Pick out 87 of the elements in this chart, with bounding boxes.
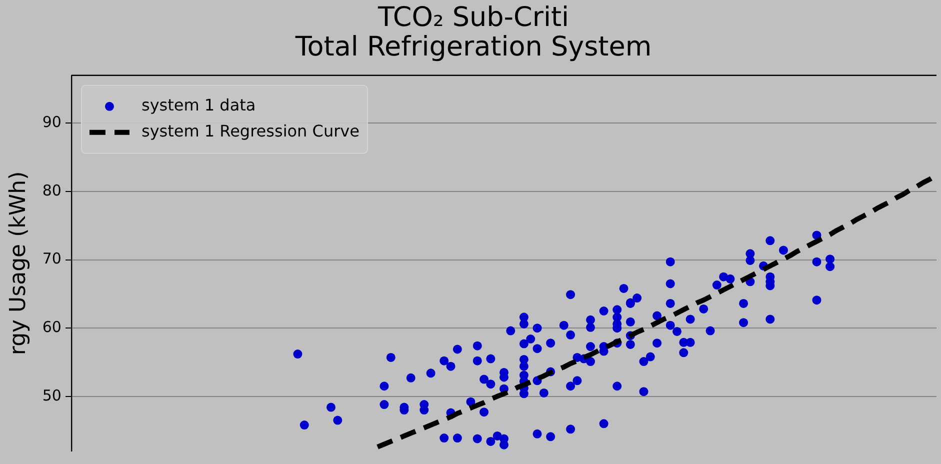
point xyxy=(626,317,635,326)
point xyxy=(599,306,608,316)
point xyxy=(599,419,608,428)
point xyxy=(406,373,416,382)
point xyxy=(326,402,336,412)
point xyxy=(452,434,462,443)
y-tick-label: 50 xyxy=(42,386,62,404)
point xyxy=(646,352,655,362)
point xyxy=(706,326,715,336)
point xyxy=(440,356,449,366)
point xyxy=(380,400,389,410)
point xyxy=(666,257,675,266)
point xyxy=(778,246,788,255)
point xyxy=(546,338,556,348)
point xyxy=(652,311,662,320)
point xyxy=(652,338,662,348)
point xyxy=(612,312,622,322)
point xyxy=(546,432,556,442)
y-axis-title: rgy Usage (kWh) xyxy=(6,171,31,356)
point xyxy=(626,340,635,349)
point xyxy=(666,320,675,330)
point xyxy=(300,420,309,430)
point xyxy=(566,330,576,340)
point xyxy=(472,434,482,444)
point xyxy=(566,290,576,300)
point xyxy=(480,374,489,384)
point xyxy=(566,382,576,391)
point xyxy=(766,236,775,246)
y-tick-label: 80 xyxy=(42,181,62,200)
point xyxy=(486,436,496,446)
point xyxy=(472,356,482,366)
point xyxy=(679,348,688,358)
y-tick-label: 60 xyxy=(42,318,62,336)
point xyxy=(812,257,822,266)
point xyxy=(639,387,648,396)
point xyxy=(446,362,456,371)
point xyxy=(472,341,482,350)
point xyxy=(492,431,502,440)
point xyxy=(766,314,775,324)
point xyxy=(386,352,396,362)
point xyxy=(619,284,628,293)
point xyxy=(426,368,436,378)
chart-title: TCO₂ Sub-Criti Total Refrigeration System xyxy=(294,2,652,63)
point xyxy=(526,334,536,344)
point xyxy=(666,298,675,308)
y-tick-label: 90 xyxy=(42,113,62,132)
point xyxy=(440,434,449,443)
point xyxy=(380,382,389,391)
point xyxy=(726,274,735,284)
y-tick-label: 70 xyxy=(42,250,62,268)
point xyxy=(532,324,542,333)
point xyxy=(672,326,682,336)
point xyxy=(712,280,722,290)
point xyxy=(612,382,622,391)
point xyxy=(519,354,528,364)
point xyxy=(632,294,642,303)
point xyxy=(519,339,528,348)
point xyxy=(486,380,496,389)
point xyxy=(826,254,835,264)
point xyxy=(639,357,648,366)
point xyxy=(612,305,622,314)
point xyxy=(586,342,595,352)
point xyxy=(572,376,582,386)
point xyxy=(532,429,542,438)
point xyxy=(739,318,748,328)
point xyxy=(532,344,542,354)
point xyxy=(566,424,576,434)
point xyxy=(486,354,496,364)
point xyxy=(586,315,595,324)
point xyxy=(666,279,675,288)
point xyxy=(559,320,568,330)
point xyxy=(746,249,755,258)
point xyxy=(539,388,548,398)
point xyxy=(739,298,748,308)
point xyxy=(826,262,835,272)
point xyxy=(506,326,516,336)
point xyxy=(519,312,528,322)
point xyxy=(333,416,342,425)
legend-label: system 1 data xyxy=(141,96,256,115)
point xyxy=(699,304,708,314)
point xyxy=(293,350,302,359)
legend-label: system 1 Regression Curve xyxy=(141,122,360,141)
point xyxy=(686,314,695,324)
point xyxy=(452,344,462,354)
point xyxy=(586,322,595,332)
point xyxy=(812,296,822,305)
point xyxy=(480,408,489,417)
